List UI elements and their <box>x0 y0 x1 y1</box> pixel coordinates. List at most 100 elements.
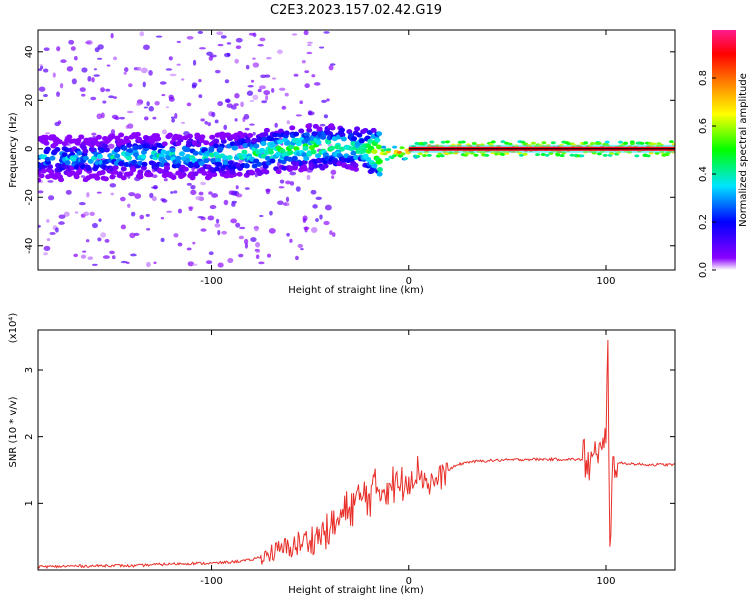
spectrogram-ridge-cell <box>315 153 322 159</box>
spectrogram-x-tick-label: 0 <box>406 276 412 287</box>
spectrogram-ridge-cell <box>530 141 536 145</box>
spectrogram-ridge-cell <box>339 146 346 152</box>
spectrogram-noise-point <box>244 127 250 131</box>
spectrogram-noise-point <box>215 218 220 224</box>
spectrogram-noise-point <box>329 230 333 235</box>
spectrogram-ridge-cell <box>583 141 589 145</box>
spectrogram-noise-point <box>312 204 318 209</box>
spectrogram-ridge-cell <box>241 149 248 155</box>
spectrogram-noise-point <box>271 87 275 93</box>
colorbar: 0.0 0.2 0.4 0.6 0.8 Normalized spectral ampl… <box>698 30 749 278</box>
spectrogram-ridge-cell <box>182 135 189 141</box>
spectrogram-noise-point <box>98 218 102 222</box>
spectrogram-ridge-cell <box>589 142 595 146</box>
spectrogram-ridge-cell <box>267 149 274 155</box>
spectrogram-ridge-cell <box>103 147 110 153</box>
spectrogram-noise-point <box>146 101 150 107</box>
spectrogram-ridge-cell <box>185 142 192 148</box>
spectrogram-ridge-cell <box>522 152 528 156</box>
spectrogram-noise-point <box>100 87 106 93</box>
spectrogram-ridge-cell <box>569 153 575 157</box>
spectrogram-noise-point <box>142 81 146 88</box>
spectrogram-noise-point <box>186 182 192 186</box>
spectrogram-ridge-cell <box>212 143 219 149</box>
spectrogram-ridge-cell <box>397 154 403 158</box>
spectrogram-ridge-cell <box>56 139 63 145</box>
spectrogram-noise-point <box>211 111 216 118</box>
spectrogram-ridge-cell <box>403 157 409 161</box>
spectrogram-ridge-cell <box>236 171 243 177</box>
spectrogram-noise-point <box>58 221 65 225</box>
spectrogram-ridge-cell <box>120 175 127 181</box>
spectrogram-ridge-cell <box>164 165 171 171</box>
spectrogram-ridge-cell <box>61 152 68 158</box>
spectrogram-noise-point <box>173 190 178 194</box>
spectrogram-ridge-cell <box>302 145 309 151</box>
spectrogram-noise-point <box>315 218 319 222</box>
spectrogram-ridge-cell <box>160 149 167 155</box>
spectrogram-ridge-cell <box>140 165 147 171</box>
spectrogram-ridge-cell <box>376 171 383 177</box>
spectrogram-noise-point <box>134 193 142 199</box>
spectrogram-noise-point <box>174 112 178 119</box>
spectrogram-ridge-cell <box>215 157 222 163</box>
spectrogram-ridge-cell <box>376 158 383 164</box>
spectrogram-noise-point <box>299 100 303 105</box>
spectrogram-ridge-cell <box>217 146 224 152</box>
spectrogram-noise-point <box>56 46 61 52</box>
spectrogram-ridge-cell <box>535 153 541 157</box>
spectrogram-ridge-cell <box>116 171 123 177</box>
spectrogram-ridge-cell <box>215 161 222 167</box>
spectrogram-noise-point <box>195 196 202 201</box>
spectrogram-noise-point <box>307 43 312 46</box>
spectrogram-y-tick-label: -40 <box>24 238 35 254</box>
spectrogram-noise-point <box>139 31 145 37</box>
spectrogram-ridge-cell <box>259 147 266 153</box>
spectrogram-noise-point <box>214 223 221 228</box>
spectrogram-ridge-cell <box>247 132 254 138</box>
spectrogram-ridge-cell <box>399 146 405 150</box>
spectrogram-ridge-cell <box>187 163 194 169</box>
spectrogram-marks <box>38 30 675 268</box>
spectrogram-noise-point <box>197 30 204 35</box>
spectrogram-noise-point <box>127 203 131 208</box>
spectrogram-noise-point <box>330 169 337 175</box>
spectrogram-ridge-cell <box>367 138 374 144</box>
spectrogram-noise-point <box>230 105 237 110</box>
spectrogram-ridge-cell <box>76 150 83 156</box>
spectrogram-ridge-cell <box>249 170 256 176</box>
spectrogram-noise-point <box>163 178 168 182</box>
spectrogram-ridge-cell <box>289 125 296 131</box>
spectrogram-noise-point <box>208 55 214 61</box>
spectrogram-noise-point <box>139 214 145 220</box>
spectrogram-ridge-cell <box>47 164 54 170</box>
spectrogram-ridge-cell <box>63 147 70 153</box>
spectrogram-noise-point <box>113 56 118 61</box>
spectrogram-noise-point <box>140 67 148 74</box>
spectrogram-ridge-cell <box>198 138 205 144</box>
spectrogram-noise-point <box>238 253 244 258</box>
spectrogram-noise-point <box>324 204 332 211</box>
spectrogram-noise-point <box>235 222 241 228</box>
spectrogram-ridge-cell <box>264 155 271 161</box>
spectrogram-noise-point <box>281 105 287 110</box>
spectrogram-noise-point <box>221 230 227 235</box>
spectrogram-frame <box>37 29 676 271</box>
spectrogram-noise-point <box>153 185 158 190</box>
spectrogram-ridge-cell <box>199 134 206 140</box>
spectrogram-noise-point <box>208 191 213 195</box>
spectrogram-noise-point <box>295 255 299 261</box>
spectrogram-noise-point <box>120 224 127 230</box>
spectrogram-noise-point <box>226 52 231 57</box>
spectrogram-ridge-cell <box>121 145 128 151</box>
spectrogram-ridge-cell <box>351 136 358 142</box>
spectrogram-noise-point <box>176 63 181 66</box>
spectrogram-noise-point <box>123 71 127 75</box>
spectrogram-noise-point <box>198 94 203 99</box>
spectrogram-noise-point <box>291 33 298 36</box>
spectrogram-noise-point <box>228 190 235 196</box>
spectrogram-noise-point <box>279 179 285 184</box>
spectrogram-noise-point <box>79 87 86 92</box>
spectrogram-ridge-cell <box>623 141 629 145</box>
spectrogram-noise-point <box>40 65 44 70</box>
